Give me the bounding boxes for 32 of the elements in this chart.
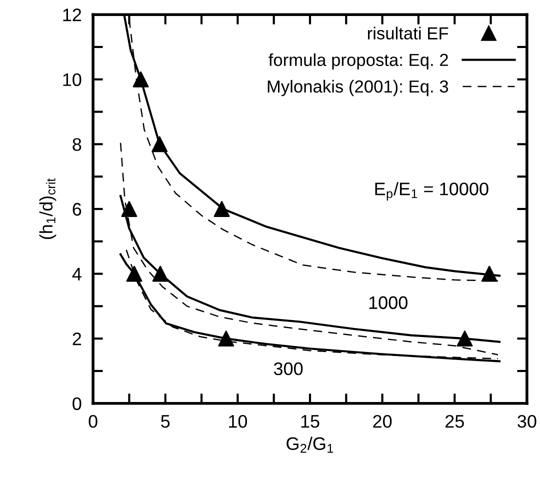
x-tick-label: 5 xyxy=(161,415,170,428)
x-tick-label: 30 xyxy=(518,414,536,428)
point xyxy=(152,266,168,282)
point xyxy=(481,266,498,282)
y-tick-label: 10 xyxy=(63,73,82,86)
point xyxy=(132,71,149,88)
annotation: 300 xyxy=(274,362,303,376)
x-tick-label: 25 xyxy=(445,414,464,428)
x-tick-label: 10 xyxy=(229,414,248,428)
legend-label: Mylonakis (2001): Eq. 3 xyxy=(268,80,448,96)
annotation: E$_{p}$/E$_{1}$ = 10000 xyxy=(375,182,488,201)
point xyxy=(126,266,142,282)
legend-label: formula proposta: Eq. 2 xyxy=(268,53,448,70)
legend-label: risultati EF xyxy=(368,26,448,40)
point xyxy=(214,201,230,217)
point xyxy=(152,136,168,152)
y-tick-label: 8 xyxy=(72,138,82,151)
x-tick-label: 20 xyxy=(373,414,392,428)
point xyxy=(218,330,234,347)
y-tick-label: 12 xyxy=(63,8,82,22)
line-series xyxy=(120,142,499,356)
x-tick-label: 15 xyxy=(301,415,320,428)
y-tick-label: 4 xyxy=(72,268,82,280)
y-axis-title: (h$_{1}$/d)$_{crit}$ xyxy=(39,178,56,240)
y-tick-label: 0 xyxy=(72,397,82,410)
annotation: 1000 xyxy=(369,296,408,310)
point xyxy=(121,201,138,217)
x-axis-title: G$_{2}$/G$_{1}$ xyxy=(286,436,334,453)
x-tick-label: 0 xyxy=(88,414,98,428)
point xyxy=(456,330,473,347)
y-tick-label: 6 xyxy=(72,202,82,216)
y-tick-label: 2 xyxy=(72,332,82,346)
